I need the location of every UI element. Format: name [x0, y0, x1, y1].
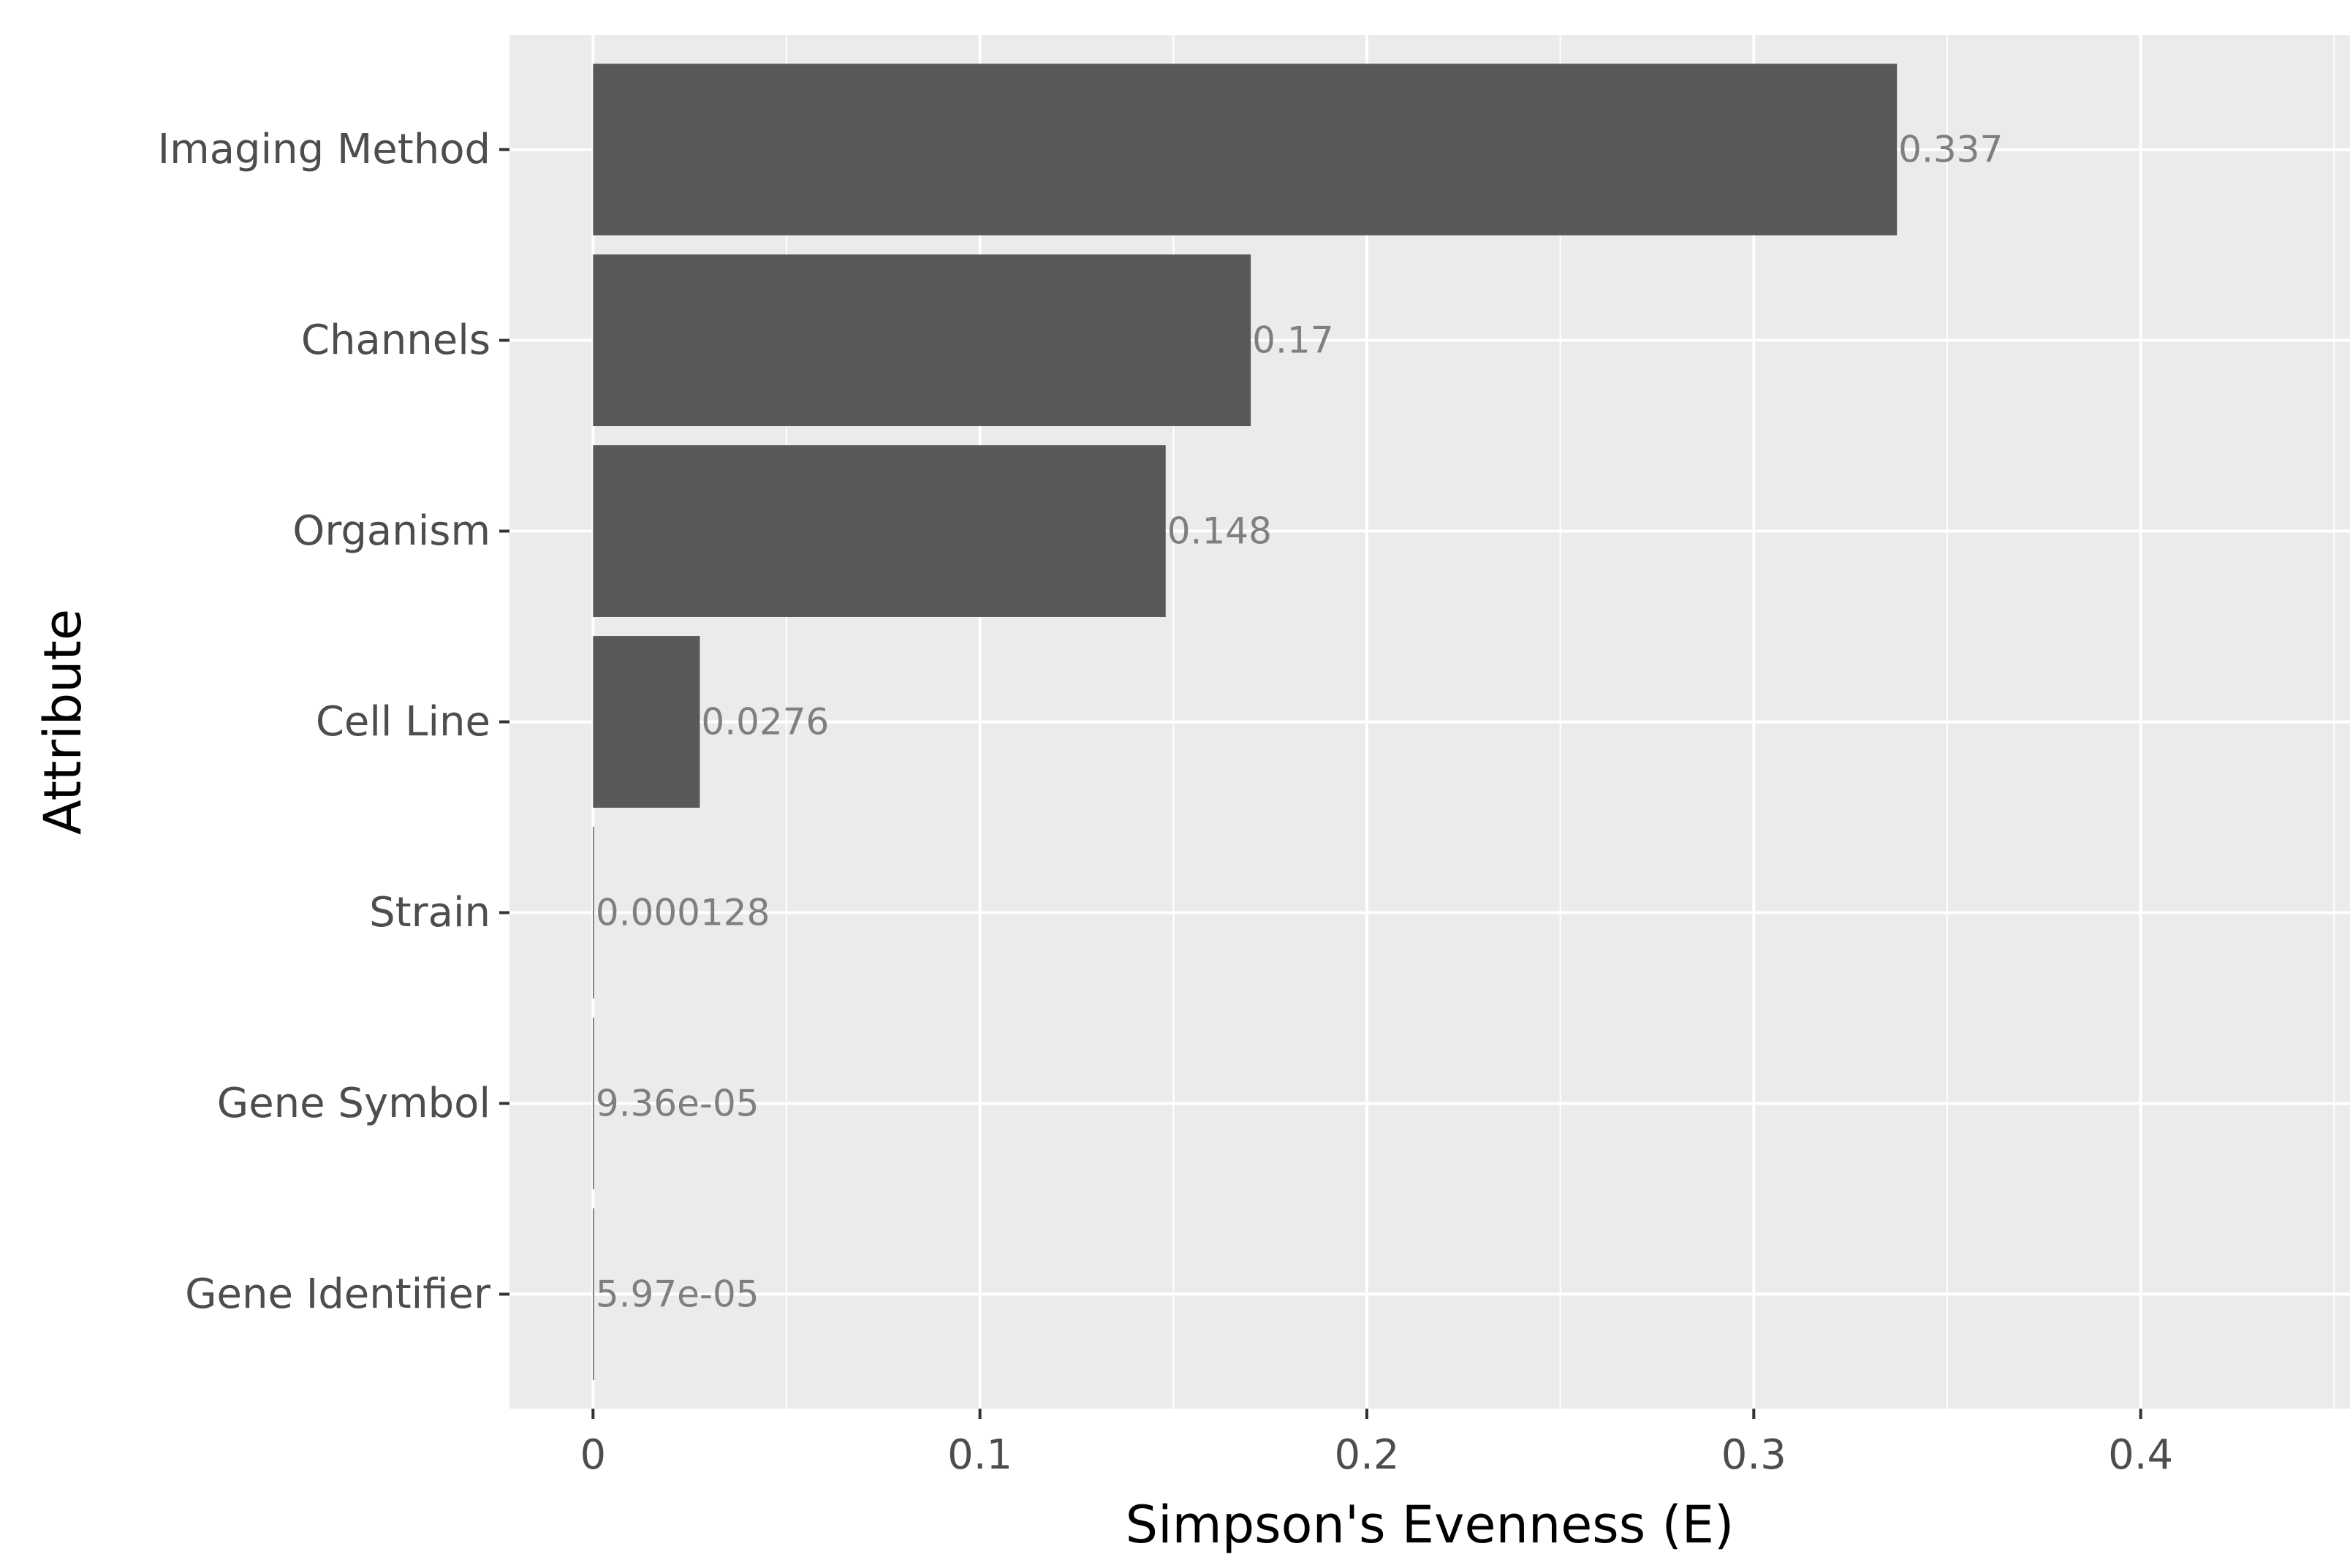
bar-strain: [593, 827, 594, 999]
y-tick-label: Organism: [292, 507, 490, 555]
data-label: 5.97e-05: [596, 1273, 759, 1315]
y-tick-label: Gene Identifier: [185, 1270, 491, 1318]
data-label: 0.337: [1898, 129, 2003, 171]
data-label: 9.36e-05: [596, 1082, 759, 1124]
x-axis-title: Simpson's Evenness (E): [1126, 1495, 1735, 1555]
y-tick-label: Imaging Method: [158, 126, 490, 173]
y-tick-label: Channels: [301, 317, 490, 364]
x-tick-label: 0.4: [2108, 1431, 2173, 1479]
bar-cell-line: [593, 636, 700, 808]
data-label: 0.000128: [596, 891, 770, 933]
bar-organism: [593, 445, 1166, 617]
bar-imaging-method: [593, 64, 1898, 236]
data-label: 0.148: [1167, 510, 1272, 553]
data-labels: 0.337 0.17 0.148 0.0276 0.000128 9.36e-05 5.97…: [596, 129, 2003, 1316]
y-axis: Imaging Method Channels Organism Cell Line S…: [158, 126, 509, 1318]
bars: [593, 64, 1898, 1380]
data-label: 0.0276: [701, 701, 829, 743]
x-tick-label: 0: [580, 1431, 607, 1479]
bar-gene-identifier: [593, 1208, 594, 1380]
y-axis-title: Attribute: [33, 609, 93, 835]
x-tick-label: 0.2: [1334, 1431, 1399, 1479]
y-tick-label: Cell Line: [316, 698, 490, 746]
bar-gene-symbol: [593, 1018, 594, 1189]
x-tick-label: 0.3: [1721, 1431, 1786, 1479]
bar-channels: [593, 254, 1251, 426]
x-tick-label: 0.1: [947, 1431, 1012, 1479]
y-tick-label: Gene Symbol: [217, 1080, 490, 1127]
data-label: 0.17: [1252, 319, 1333, 362]
y-tick-label: Strain: [369, 889, 490, 936]
x-axis: 0 0.1 0.2 0.3 0.4: [580, 1409, 2173, 1479]
